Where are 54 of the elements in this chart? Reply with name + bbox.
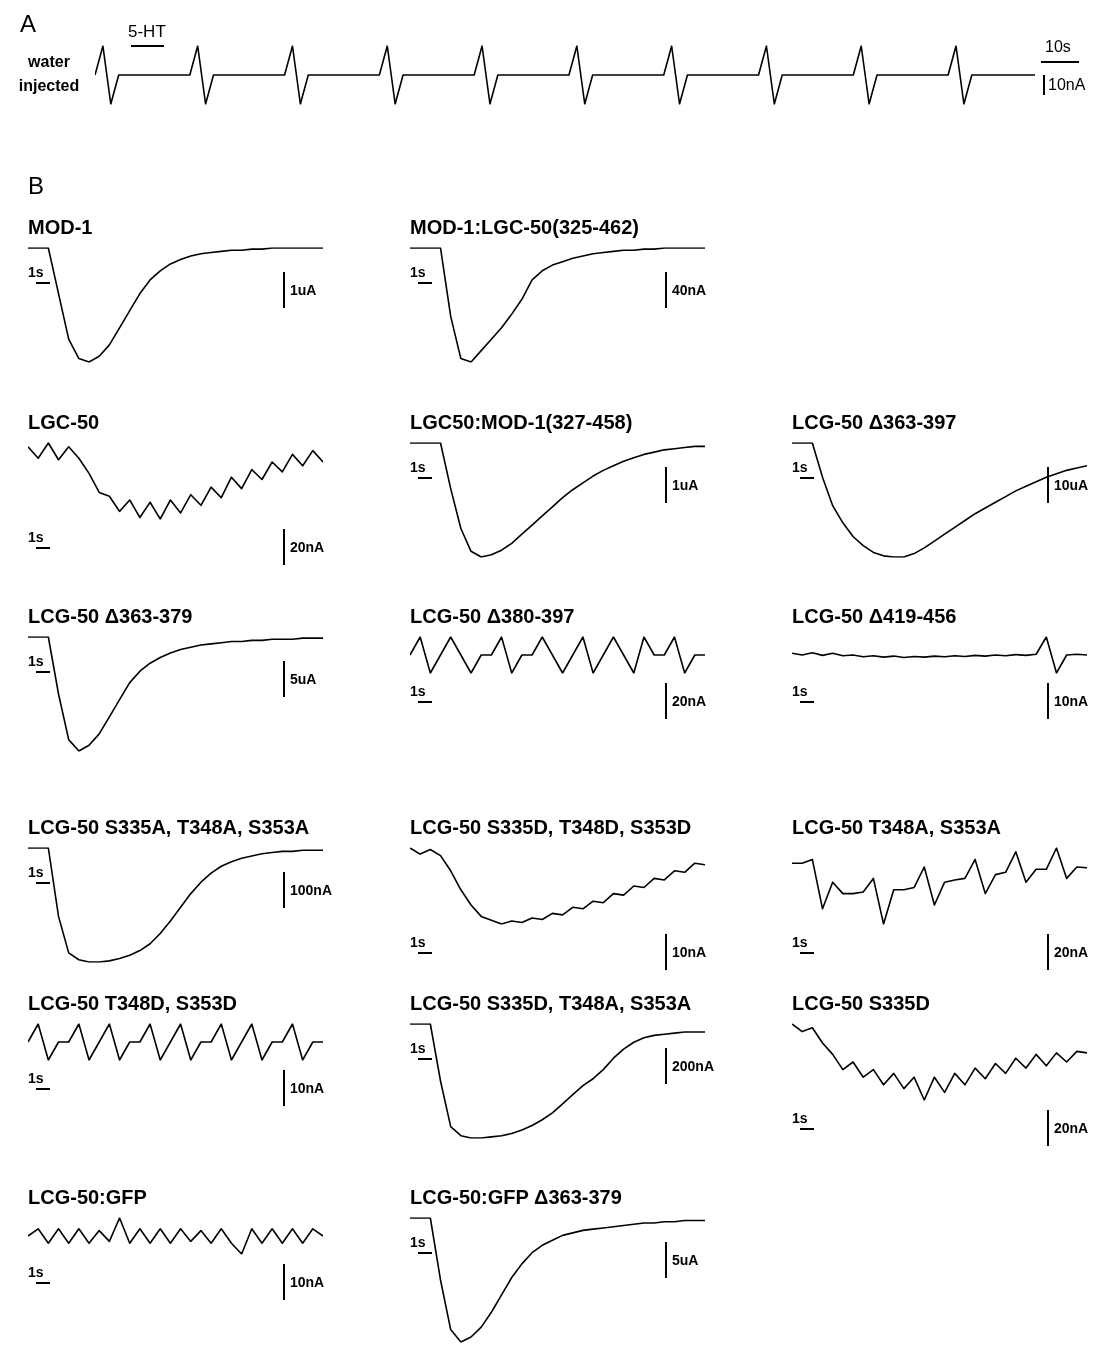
text: 1s [28, 529, 44, 545]
text: 20nA [672, 693, 707, 709]
text: 1s [28, 1264, 44, 1280]
annotation: 5uA [290, 671, 317, 687]
text: water injected [17, 52, 81, 96]
chart-title: LCG-50 Δ363-379 [28, 605, 193, 628]
annotation: 1s [28, 264, 44, 280]
text: 10nA [1054, 693, 1089, 709]
annotation: 1uA [672, 477, 699, 493]
text: 10s [1045, 38, 1071, 56]
chart-title: LCG-50 Δ419-456 [792, 605, 957, 628]
chart-title: LGC50:MOD-1(327-458) [410, 411, 633, 434]
text: 20nA [1054, 1120, 1089, 1136]
text: 10nA [290, 1274, 325, 1290]
text: 10nA [290, 1080, 325, 1096]
text: 1s [792, 934, 808, 950]
annotation: 1s [410, 1040, 426, 1056]
chart-title: MOD-1 [28, 216, 93, 239]
annotation: 1uA [290, 282, 317, 298]
annotation: 40nA [672, 282, 707, 298]
text: A [20, 10, 37, 38]
annotation: 1s [792, 459, 808, 475]
chart-title: LCG-50 Δ380-397 [410, 605, 575, 628]
chart-title: LCG-50 S335A, T348A, S353A [28, 816, 310, 839]
annotation: 5uA [672, 1252, 699, 1268]
text: 10nA [1048, 76, 1086, 94]
chart-title: LCG-50 T348D, S353D [28, 992, 237, 1015]
text: 1s [410, 683, 426, 699]
chart-title: LCG-50 S335D, T348A, S353A [410, 992, 692, 1015]
text: 1s [792, 683, 808, 699]
text: 20nA [1054, 944, 1089, 960]
annotation: 200nA [672, 1058, 715, 1074]
chart-title: LCG-50 S335D, T348D, S353D [410, 816, 692, 839]
text: 10nA [672, 944, 707, 960]
text: 1s [792, 1110, 808, 1126]
chart-title: MOD-1:LGC-50(325-462) [410, 216, 639, 239]
chart-title: LCG-50 T348A, S353A [792, 816, 1001, 839]
annotation: 10uA [1054, 477, 1089, 493]
annotation: 1s [410, 264, 426, 280]
text: 1s [410, 934, 426, 950]
text: 5-HT [128, 22, 166, 42]
annotation: 1s [28, 864, 44, 880]
chart-title: LCG-50 S335D [792, 992, 930, 1015]
annotation: 100nA [290, 882, 333, 898]
chart-title: LGC-50 [28, 411, 100, 434]
annotation: 1s [28, 653, 44, 669]
text: 20nA [290, 539, 325, 555]
text: B [28, 172, 45, 200]
chart-title: LCG-50:GFP Δ363-379 [410, 1186, 622, 1209]
chart-title: LCG-50 Δ363-397 [792, 411, 957, 434]
chart-title: LCG-50:GFP [28, 1186, 147, 1209]
text: 1s [28, 1070, 44, 1086]
annotation: 1s [410, 1234, 426, 1250]
annotation: 1s [410, 459, 426, 475]
